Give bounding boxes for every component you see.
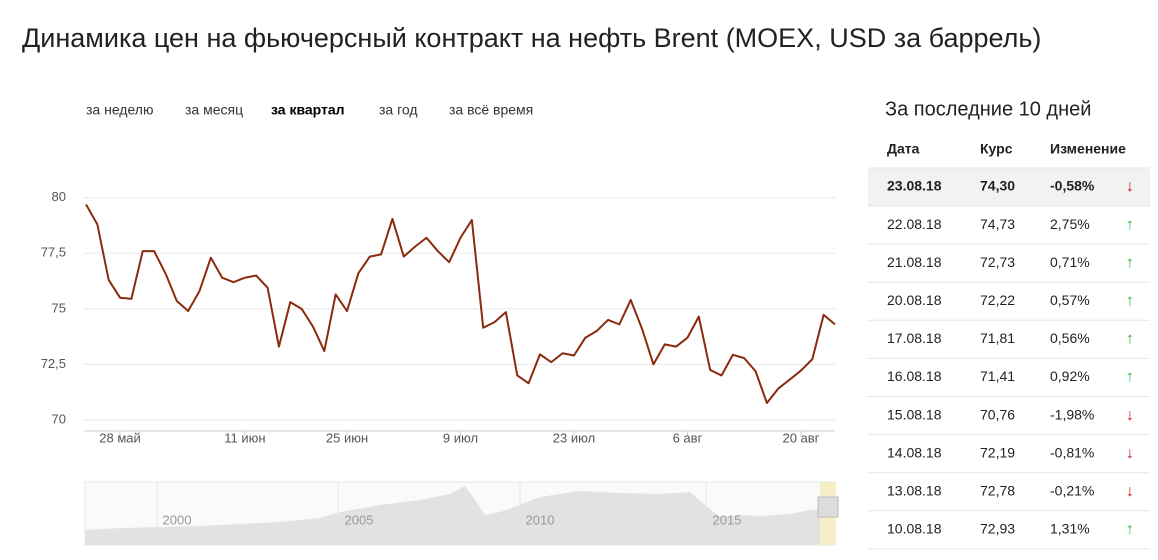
table-header: Дата xyxy=(887,141,920,157)
tab[interactable]: за неделю xyxy=(86,102,153,118)
change-arrow: ↑ xyxy=(1126,293,1134,310)
table-cell: 21.08.18 xyxy=(887,254,942,270)
y-tick-label: 70 xyxy=(52,411,66,426)
table-cell: 74,30 xyxy=(980,178,1015,194)
table-cell: -0,21% xyxy=(1050,483,1094,499)
table-cell: 0,57% xyxy=(1050,292,1090,308)
y-tick-label: 75 xyxy=(52,300,66,315)
tab[interactable]: за месяц xyxy=(185,102,243,118)
table-cell: 71,41 xyxy=(980,368,1015,384)
table-cell: 0,56% xyxy=(1050,330,1090,346)
change-arrow: ↓ xyxy=(1126,445,1134,462)
price-line xyxy=(85,203,836,405)
table-cell: -0,58% xyxy=(1050,178,1095,194)
y-tick-label: 80 xyxy=(52,189,66,204)
table-cell: 10.08.18 xyxy=(887,521,942,537)
chart-title: Динамика цен на фьючерсный контракт на н… xyxy=(22,23,1041,53)
change-arrow: ↑ xyxy=(1126,331,1134,348)
table-cell: -0,81% xyxy=(1050,444,1094,460)
table-cell: 74,73 xyxy=(980,216,1015,232)
x-tick-label: 11 июн xyxy=(224,430,265,445)
table-header: Изменение xyxy=(1050,141,1126,157)
y-tick-label: 77,5 xyxy=(41,245,66,260)
table-cell: -1,98% xyxy=(1050,406,1094,422)
tab[interactable]: за год xyxy=(379,102,418,118)
table-cell: 22.08.18 xyxy=(887,216,942,232)
table-cell: 20.08.18 xyxy=(887,292,942,308)
table-cell: 72,93 xyxy=(980,521,1015,537)
table-cell: 71,81 xyxy=(980,330,1015,346)
table-header: Курс xyxy=(980,141,1013,157)
change-arrow: ↓ xyxy=(1126,178,1134,195)
change-arrow: ↓ xyxy=(1126,407,1134,424)
navigator-label: 2015 xyxy=(713,512,742,527)
table-cell: 72,22 xyxy=(980,292,1015,308)
table-cell: 14.08.18 xyxy=(887,444,942,460)
table-cell: 72,73 xyxy=(980,254,1015,270)
table-cell: 2,75% xyxy=(1050,216,1090,232)
x-tick-label: 6 авг xyxy=(673,430,703,445)
x-tick-label: 9 июл xyxy=(443,430,478,445)
table-cell: 23.08.18 xyxy=(887,178,942,194)
table-cell: 70,76 xyxy=(980,406,1015,422)
navigator-label: 2005 xyxy=(345,512,374,527)
x-tick-label: 28 май xyxy=(99,430,141,445)
tab[interactable]: за всё время xyxy=(449,102,533,118)
change-arrow: ↑ xyxy=(1126,254,1134,271)
table-cell: 15.08.18 xyxy=(887,406,942,422)
navigator-area xyxy=(85,486,835,545)
change-arrow: ↓ xyxy=(1126,483,1134,500)
change-arrow: ↑ xyxy=(1126,216,1134,233)
row-highlight xyxy=(868,168,1150,206)
table-cell: 0,92% xyxy=(1050,368,1090,384)
change-arrow: ↑ xyxy=(1126,521,1134,538)
table-cell: 16.08.18 xyxy=(887,368,942,384)
table-cell: 17.08.18 xyxy=(887,330,942,346)
table-cell: 1,31% xyxy=(1050,521,1090,537)
table-cell: 13.08.18 xyxy=(887,483,942,499)
x-tick-label: 25 июн xyxy=(326,430,368,445)
x-tick-label: 20 авг xyxy=(782,430,819,445)
table-cell: 0,71% xyxy=(1050,254,1090,270)
change-arrow: ↑ xyxy=(1126,369,1134,386)
x-tick-label: 23 июл xyxy=(553,430,595,445)
table-cell: 72,19 xyxy=(980,444,1015,460)
table-cell: 72,78 xyxy=(980,483,1015,499)
navigator-label: 2000 xyxy=(163,512,192,527)
table-title: За последние 10 дней xyxy=(885,98,1091,120)
navigator-handle[interactable] xyxy=(817,496,839,518)
navigator-label: 2010 xyxy=(526,512,555,527)
tab[interactable]: за квартал xyxy=(271,102,345,118)
y-tick-label: 72,5 xyxy=(41,356,66,371)
